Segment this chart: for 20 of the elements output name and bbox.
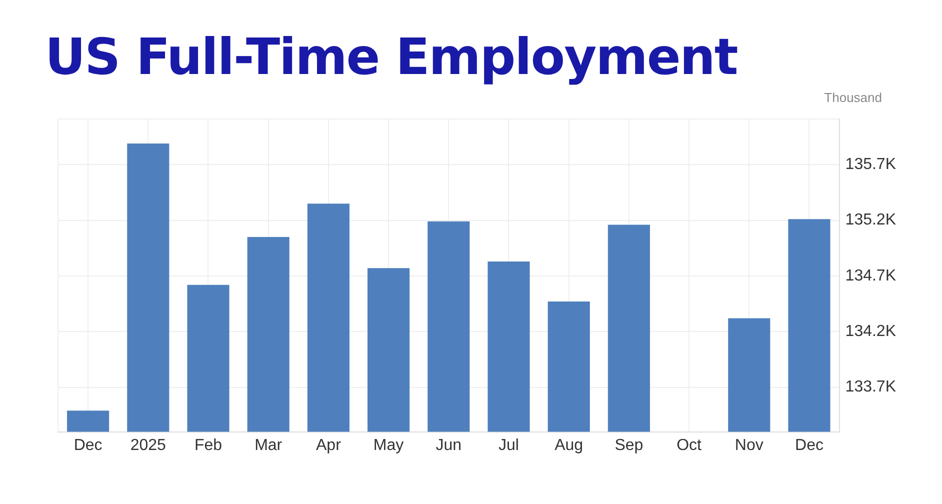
x-tick-label: Nov <box>734 436 764 454</box>
x-tick-label: Oct <box>676 436 702 454</box>
x-tick-label: Apr <box>316 436 342 454</box>
chart-title: US Full-Time Employment <box>45 28 738 86</box>
y-tick-label: 135.2K <box>845 212 896 229</box>
y-tick-label: 134.7K <box>845 267 896 284</box>
x-tick-label: Mar <box>254 436 283 454</box>
y-tick-label: 133.7K <box>845 378 896 396</box>
x-tick-label: Aug <box>554 436 584 454</box>
x-tick-label: Dec <box>795 436 824 454</box>
y-tick-label: 134.2K <box>845 323 896 340</box>
x-tick-label: Jul <box>498 436 519 454</box>
x-tick-label: Jun <box>436 436 462 454</box>
x-tick-label: Sep <box>614 436 644 454</box>
y-tick-label: 135.7K <box>845 156 896 174</box>
y-axis-title: Thousand <box>824 90 882 105</box>
x-tick-label: Feb <box>194 436 222 454</box>
x-tick-label: 2025 <box>130 436 166 454</box>
x-tick-label: Dec <box>74 436 102 454</box>
x-tick-label: May <box>373 436 404 454</box>
